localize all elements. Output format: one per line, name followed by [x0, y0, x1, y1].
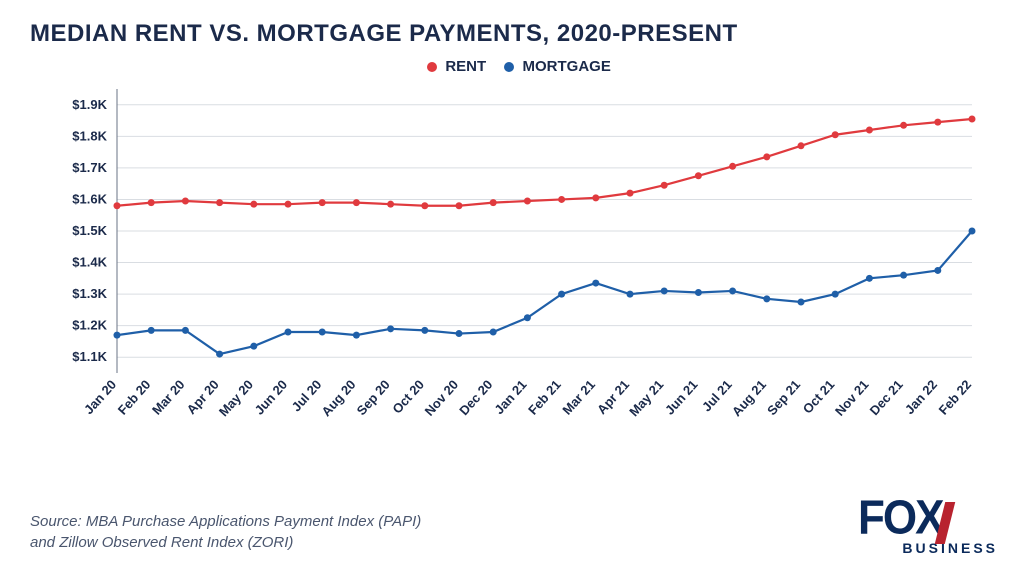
fox-business-logo: FOX BUSINESS	[858, 500, 998, 562]
svg-text:May 20: May 20	[216, 377, 256, 419]
svg-text:Oct 20: Oct 20	[389, 377, 427, 417]
svg-text:Mar 21: Mar 21	[559, 377, 598, 418]
legend-swatch-mortgage	[504, 62, 514, 72]
svg-text:Apr 20: Apr 20	[184, 377, 222, 417]
svg-text:Aug 21: Aug 21	[729, 377, 769, 419]
line-chart-svg: $1.1K $1.2K $1.3K $1.4K $1.5K $1.6K $1.7K $1.8K…	[32, 81, 992, 451]
svg-text:$1.8K: $1.8K	[72, 128, 107, 143]
svg-text:Oct 21: Oct 21	[800, 377, 838, 417]
chart-container: MEDIAN RENT VS. MORTGAGE PAYMENTS, 2020-…	[0, 0, 1024, 576]
svg-text:$1.1K: $1.1K	[72, 349, 107, 364]
legend-swatch-rent	[427, 62, 437, 72]
source-line-2: and Zillow Observed Rent Index (ZORI)	[30, 532, 421, 554]
chart-title: MEDIAN RENT VS. MORTGAGE PAYMENTS, 2020-…	[30, 20, 994, 48]
source-line-1: Source: MBA Purchase Applications Paymen…	[30, 511, 421, 533]
logo-primary-text: FOX	[858, 498, 942, 537]
svg-text:$1.3K: $1.3K	[72, 286, 107, 301]
svg-text:Apr 21: Apr 21	[594, 377, 632, 417]
svg-text:Aug 20: Aug 20	[318, 377, 358, 419]
svg-text:Dec 20: Dec 20	[456, 377, 495, 418]
svg-text:Dec 21: Dec 21	[867, 377, 906, 418]
svg-text:$1.5K: $1.5K	[72, 223, 107, 238]
svg-text:Sep 20: Sep 20	[354, 377, 393, 418]
svg-text:$1.9K: $1.9K	[72, 97, 107, 112]
svg-text:$1.7K: $1.7K	[72, 160, 107, 175]
svg-text:Jan 20: Jan 20	[81, 377, 119, 417]
legend-label-rent: RENT	[445, 58, 486, 75]
svg-text:Feb 22: Feb 22	[936, 377, 975, 418]
svg-text:Feb 20: Feb 20	[115, 377, 154, 418]
svg-text:Mar 20: Mar 20	[149, 377, 188, 418]
svg-text:Jan 21: Jan 21	[491, 377, 529, 417]
svg-text:Nov 20: Nov 20	[422, 377, 462, 419]
chart-legend: RENT MORTGAGE	[30, 58, 994, 75]
svg-text:Nov 21: Nov 21	[832, 377, 872, 419]
svg-text:Sep 21: Sep 21	[764, 377, 803, 418]
source-attribution: Source: MBA Purchase Applications Paymen…	[30, 511, 421, 555]
svg-text:May 21: May 21	[626, 377, 666, 419]
svg-text:Jun 20: Jun 20	[252, 377, 291, 418]
legend-label-mortgage: MORTGAGE	[523, 58, 611, 75]
svg-text:Jan 22: Jan 22	[902, 377, 940, 417]
svg-text:Jun 21: Jun 21	[662, 377, 701, 418]
svg-text:Feb 21: Feb 21	[525, 377, 564, 418]
svg-text:$1.2K: $1.2K	[72, 318, 107, 333]
svg-text:$1.4K: $1.4K	[72, 255, 107, 270]
chart-plot-area: $1.1K $1.2K $1.3K $1.4K $1.5K $1.6K $1.7K $1.8K…	[32, 81, 992, 451]
svg-text:$1.6K: $1.6K	[72, 191, 107, 206]
